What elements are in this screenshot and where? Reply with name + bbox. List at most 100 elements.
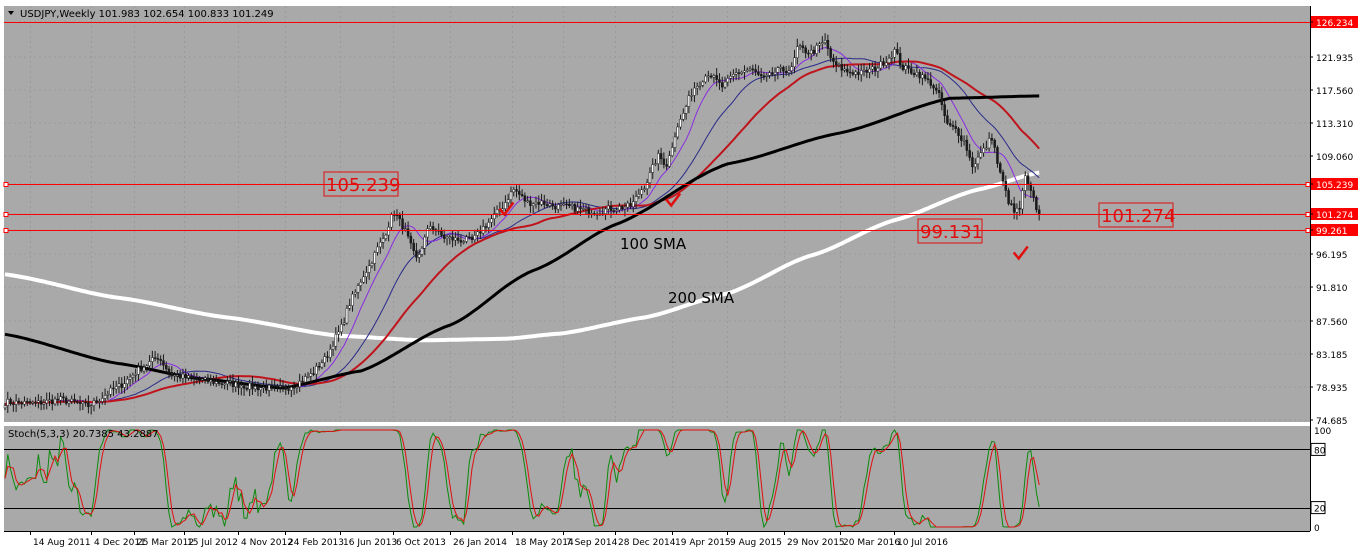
candle-body bbox=[937, 90, 941, 93]
stochastic-plot-area[interactable] bbox=[4, 426, 1310, 531]
time-tick-label: 9 Aug 2015 bbox=[730, 538, 782, 548]
annotation-label: 99.131 bbox=[920, 222, 983, 243]
candle-body bbox=[317, 365, 321, 368]
candle-body bbox=[1018, 207, 1021, 210]
candle-body bbox=[873, 66, 877, 72]
candle-body bbox=[759, 74, 763, 77]
stochastic-layer bbox=[4, 429, 1310, 529]
check-mark bbox=[498, 201, 515, 217]
sma200-label: 200 SMA bbox=[668, 289, 735, 307]
stoch-signal-line bbox=[4, 429, 1040, 528]
candle-body bbox=[417, 254, 421, 258]
candle-body bbox=[128, 376, 132, 380]
candle-body bbox=[1035, 197, 1038, 211]
candle-body bbox=[101, 398, 104, 402]
sma-red-line bbox=[4, 60, 1040, 407]
candle-body bbox=[493, 213, 496, 219]
candle-body bbox=[354, 292, 357, 295]
candle-body bbox=[220, 383, 224, 385]
candle-body bbox=[751, 68, 755, 71]
candle-body bbox=[67, 401, 71, 404]
candle-body bbox=[431, 226, 435, 230]
candle-body bbox=[278, 385, 282, 388]
candle-body bbox=[262, 386, 265, 389]
price-tick-label: 87.560 bbox=[1316, 318, 1348, 328]
triangle-down-icon[interactable] bbox=[8, 11, 14, 15]
candle-body bbox=[768, 72, 771, 76]
candle-body bbox=[384, 234, 388, 239]
candle-body bbox=[832, 57, 835, 62]
candle-body bbox=[690, 95, 693, 97]
candle-body bbox=[42, 402, 46, 405]
candle-body bbox=[89, 405, 93, 408]
price-lines-layer bbox=[3, 22, 1311, 233]
candle-body bbox=[790, 66, 793, 71]
candle-body bbox=[687, 95, 691, 107]
candle-body bbox=[423, 236, 427, 249]
candle-body bbox=[376, 246, 379, 253]
candle-body bbox=[62, 396, 65, 399]
candle-body bbox=[1010, 203, 1013, 205]
sma200-line bbox=[4, 170, 1040, 343]
price-label-bg bbox=[1311, 224, 1358, 236]
candle-body bbox=[901, 64, 905, 71]
candle-body bbox=[568, 203, 571, 207]
candle-body bbox=[12, 403, 15, 406]
sma200-layer bbox=[4, 170, 1040, 343]
price-line-handle bbox=[3, 182, 9, 187]
candle-body bbox=[904, 65, 907, 71]
candle-body bbox=[737, 72, 741, 74]
candle-body bbox=[303, 376, 307, 383]
candle-body bbox=[370, 263, 374, 266]
candle-body bbox=[618, 206, 621, 211]
candle-body bbox=[607, 205, 610, 210]
stoch-main-line bbox=[4, 429, 1040, 529]
candle-body bbox=[1024, 175, 1027, 191]
candle-body bbox=[487, 222, 490, 228]
candle-body bbox=[206, 377, 210, 383]
candle-body bbox=[882, 61, 885, 66]
stoch-tick-label: 20 bbox=[1314, 505, 1326, 515]
candle-body bbox=[609, 205, 613, 211]
candle-body bbox=[823, 40, 827, 43]
candle-body bbox=[298, 380, 301, 388]
candle-body bbox=[796, 46, 799, 58]
time-tick-label: 4 Nov 2012 bbox=[241, 538, 293, 548]
candle-body bbox=[23, 401, 26, 405]
candle-body bbox=[20, 402, 23, 405]
time-tick-label: 19 Apr 2015 bbox=[675, 538, 731, 548]
candle-body bbox=[217, 381, 221, 384]
price-label-bg bbox=[1311, 178, 1358, 190]
time-tick-label: 25 Mar 2012 bbox=[137, 538, 194, 548]
stoch-level-label-bg bbox=[1310, 501, 1326, 515]
candle-body bbox=[732, 74, 735, 77]
candle-body bbox=[584, 207, 588, 209]
candle-body bbox=[612, 210, 616, 212]
candle-body bbox=[192, 377, 196, 380]
time-tick-label: 24 Feb 2013 bbox=[288, 538, 344, 548]
candle-body bbox=[139, 366, 143, 372]
candle-body bbox=[962, 139, 966, 142]
candle-body bbox=[654, 163, 657, 165]
candle-body bbox=[996, 147, 999, 164]
stoch-tick-label: 100 bbox=[1314, 427, 1331, 437]
candle-body bbox=[195, 378, 199, 381]
candle-body bbox=[381, 238, 385, 243]
candle-body bbox=[704, 75, 707, 83]
price-tick-label: 83.185 bbox=[1316, 351, 1348, 361]
candle-body bbox=[885, 62, 888, 66]
candle-body bbox=[998, 163, 1002, 173]
candle-body bbox=[871, 66, 874, 70]
candle-body bbox=[604, 208, 607, 214]
candle-body bbox=[440, 230, 443, 236]
candle-body bbox=[1026, 175, 1030, 185]
candle-body bbox=[409, 235, 413, 244]
candle-body bbox=[968, 150, 971, 158]
candle-body bbox=[259, 387, 263, 391]
candle-body bbox=[103, 395, 107, 399]
candle-body bbox=[676, 126, 680, 138]
candle-body bbox=[509, 191, 513, 200]
candle-body bbox=[784, 70, 788, 74]
